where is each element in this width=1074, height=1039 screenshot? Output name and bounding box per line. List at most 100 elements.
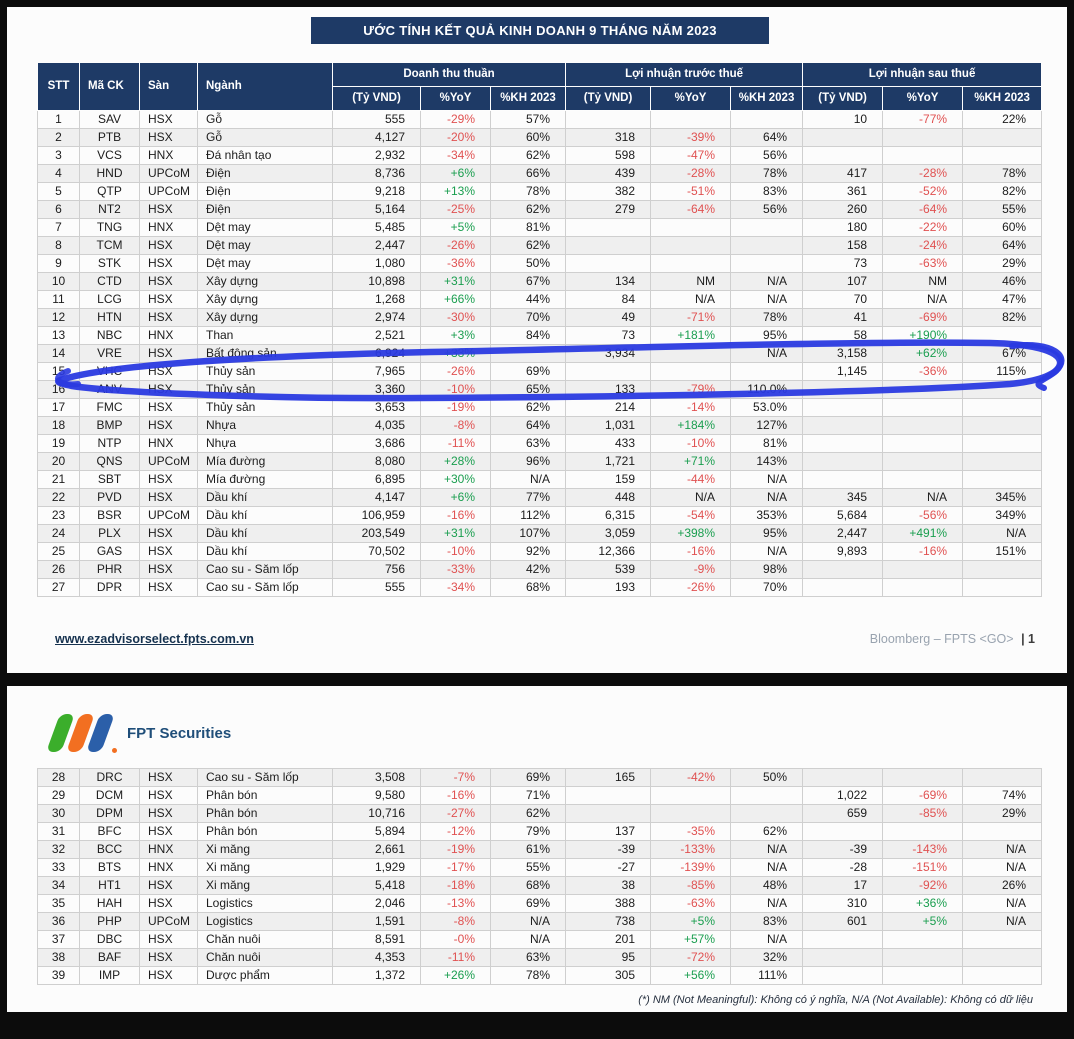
cell-exchange: HSX [139, 416, 198, 435]
sub-header-lnst-yoy: %YoY [882, 86, 964, 111]
cell-value: 601 [802, 912, 883, 931]
cell-value: 448 [565, 488, 652, 507]
cell-value: -92% [882, 876, 963, 895]
cell-value: 5,684 [802, 506, 884, 525]
cell-value: 50% [730, 768, 803, 787]
cell-value [802, 434, 884, 453]
cell-value: 79% [490, 822, 566, 841]
cell-value: 78% [490, 966, 566, 985]
cell-value: 106,959 [332, 506, 421, 525]
cell-value: 60% [962, 218, 1043, 237]
cell-value: 2,521 [332, 326, 421, 345]
col-header-exchange: Sàn [139, 62, 198, 111]
cell-value: 165 [565, 768, 651, 787]
cell-value [802, 948, 883, 967]
cell-exchange: HSX [139, 200, 198, 219]
cell-value: 70% [730, 578, 804, 597]
cell-value [802, 146, 884, 165]
cell-value: N/A [882, 488, 964, 507]
cell-industry: Phân bón [197, 786, 333, 805]
cell-industry: Điện [197, 182, 333, 201]
cell-exchange: HSX [139, 804, 198, 823]
cell-exchange: HNX [139, 218, 198, 237]
bloomberg-text: Bloomberg – FPTS <GO> [869, 632, 1014, 646]
cell-value: 111% [730, 966, 803, 985]
cell-ticker: HT1 [79, 876, 140, 895]
report-page-2: FPT Securities 28 DRC HSX Cao su - Săm lốp 3… [7, 686, 1067, 1012]
cell-value: +5% [882, 912, 963, 931]
cell-value: +30% [420, 470, 491, 489]
cell-value: -0% [420, 930, 491, 949]
table-row: 39 IMP HSX Dược phẩm 1,372 +26% 78% 305 +56% 111% [37, 966, 1042, 985]
sub-header-dtt-vnd: (Tỷ VND) [332, 86, 421, 111]
cell-value: 17 [802, 876, 883, 895]
cell-exchange: UPCoM [139, 164, 198, 183]
cell-value: 62% [490, 804, 566, 823]
cell-stt: 18 [37, 416, 80, 435]
cell-value: 10 [802, 110, 884, 129]
cell-ticker: GAS [79, 542, 140, 561]
cell-value [802, 398, 884, 417]
cell-stt: 21 [37, 470, 80, 489]
table-row: 21 SBT HSX Mía đường 6,895 +30% N/A 159 -44% N/A [37, 470, 1043, 489]
table-header: STT Mã CK Sàn Ngành Doanh thu thuần Lợi … [37, 62, 1043, 111]
cell-value: 115% [962, 362, 1043, 381]
cell-value: 9,218 [332, 182, 421, 201]
cell-value: 78% [730, 164, 804, 183]
cell-value: 98% [730, 560, 804, 579]
cell-industry: Dầu khí [197, 542, 333, 561]
col-header-industry: Ngành [197, 62, 333, 111]
cell-value: -36% [420, 254, 491, 273]
cell-value: -79% [650, 380, 732, 399]
cell-value: 74% [962, 786, 1042, 805]
cell-value: 1,721 [565, 452, 652, 471]
cell-value: -27 [565, 858, 651, 877]
table-row: 13 NBC HNX Than 2,521 +3% 84% 73 +181% 95% 58 +190% [37, 326, 1043, 345]
cell-value: +181% [650, 326, 732, 345]
cell-stt: 30 [37, 804, 80, 823]
cell-value: 353% [730, 506, 804, 525]
cell-value: -14% [650, 398, 732, 417]
cell-stt: 3 [37, 146, 80, 165]
cell-value: 69% [490, 894, 566, 913]
cell-value: 77% [489, 488, 567, 507]
cell-value: -25% [420, 200, 491, 219]
cell-value [882, 470, 964, 489]
cell-industry: Dệt may [197, 254, 333, 273]
cell-value: 555 [332, 110, 421, 129]
sub-header-dtt-yoy: %YoY [420, 86, 491, 111]
cell-value: 201 [565, 930, 651, 949]
table-row: 25 GAS HSX Dầu khí 70,502 -10% 92% 12,366 -16% N/… [37, 542, 1043, 561]
cell-value: N/A [730, 290, 804, 309]
cell-value: N/A [882, 290, 964, 309]
cell-value [565, 786, 651, 805]
cell-value: -26% [650, 578, 732, 597]
cell-exchange: HNX [139, 434, 198, 453]
col-header-stt: STT [37, 62, 80, 111]
cell-value: 5,894 [332, 822, 421, 841]
cell-value: 8,591 [332, 930, 421, 949]
cell-value [650, 218, 732, 237]
cell-value: 3,686 [332, 434, 421, 453]
cell-value: -13% [420, 894, 491, 913]
cell-value: 1,372 [332, 966, 421, 985]
cell-stt: 22 [37, 488, 80, 507]
cell-ticker: PTB [79, 128, 140, 147]
cell-value [802, 128, 884, 147]
cell-value: +6% [420, 164, 491, 183]
cell-value: -77% [882, 110, 964, 129]
results-table-page1: STT Mã CK Sàn Ngành Doanh thu thuần Lợi … [37, 62, 1043, 597]
website-link[interactable]: www.ezadvisorselect.fpts.com.vn [55, 632, 254, 646]
cell-ticker: QNS [79, 452, 140, 471]
cell-industry: Dược phẩm [197, 966, 333, 985]
cell-value: -139% [650, 858, 731, 877]
table-row: 14 VRE HSX Bất động sản 6,924 +33% 3,934 N/A 3,1… [37, 344, 1043, 363]
cell-value: -63% [882, 254, 964, 273]
cell-industry: Xi măng [197, 858, 333, 877]
cell-industry: Cao su - Săm lốp [197, 578, 333, 597]
cell-value: -34% [420, 578, 491, 597]
cell-stt: 15 [37, 362, 80, 381]
cell-value [962, 380, 1043, 399]
cell-value: -69% [882, 308, 964, 327]
cell-value: 83% [730, 912, 803, 931]
